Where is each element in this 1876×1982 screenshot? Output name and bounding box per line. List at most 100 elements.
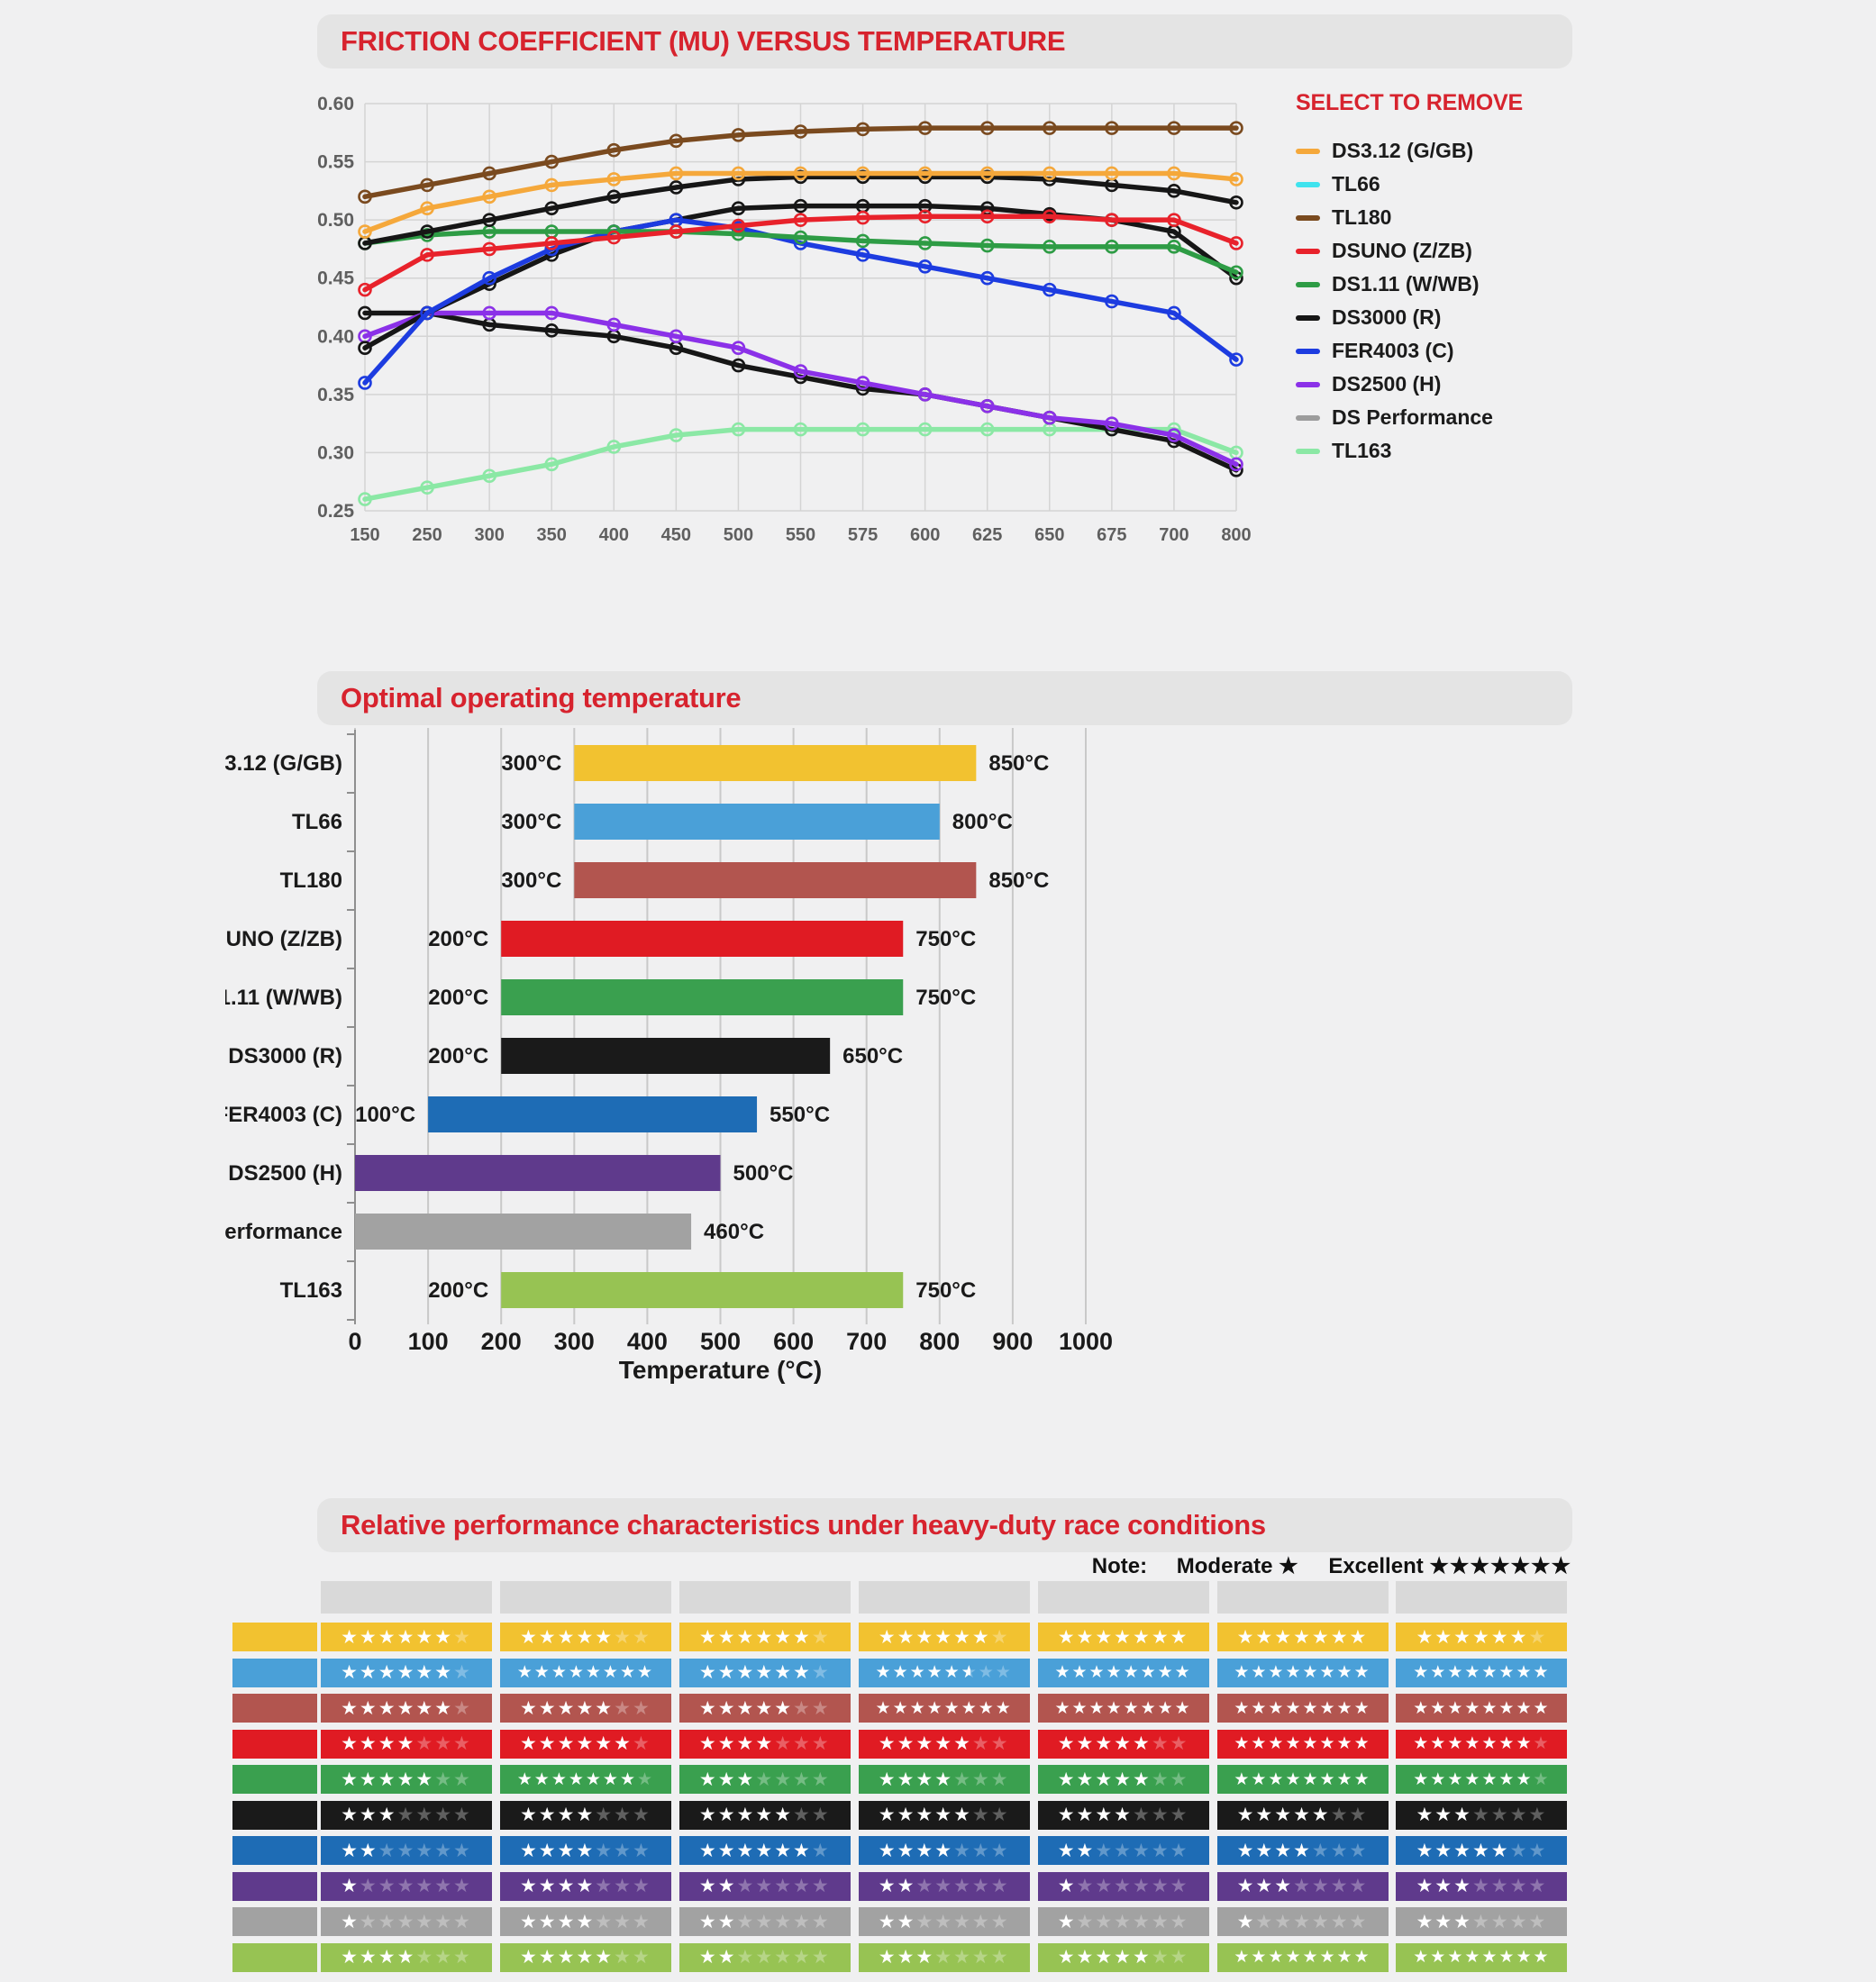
rating-cell-DS2500 (H)-Initial Bite: ★★ ★★★★★ (678, 1871, 851, 1901)
legend-item-FER4003 (C)[interactable]: FER4003 (C) (1296, 334, 1593, 368)
bar-end-value-label: 750°C (915, 986, 976, 1010)
bar-category-label: DS3.12 (G/GB) (225, 751, 342, 776)
stars-filled: ★★★★★★★ (1236, 1626, 1369, 1648)
legend-item-DS2500 (H)[interactable]: DS2500 (H) (1296, 368, 1593, 401)
rating-cell-TL163-Disc Life: ★★★★★ ★★ (499, 1942, 671, 1972)
legend-item-DS3.12 (G/GB)[interactable]: DS3.12 (G/GB) (1296, 134, 1593, 168)
series-line-DS2500 (H) (362, 310, 1239, 468)
bar-end-value-label: 850°C (988, 868, 1049, 893)
stars-filled: ★★★★★ (1416, 1840, 1510, 1861)
series-marker (606, 172, 622, 186)
rating-cell-DSUNO (Z/ZB)-Pad Life: ★★★★ ★★★ (321, 1729, 492, 1759)
legend-item-DSUNO (Z/ZB)[interactable]: DSUNO (Z/ZB) (1296, 234, 1593, 268)
series-marker (606, 142, 622, 158)
stars-filled: ★★★★★★★ (516, 1769, 637, 1789)
legend-item-DS1.11 (W/WB)[interactable]: DS1.11 (W/WB) (1296, 268, 1593, 301)
rating-cell-DS3000 (R)-Disc Life: ★★★★ ★★★ (499, 1800, 671, 1830)
stars-filled: ★★★★ (519, 1840, 596, 1861)
series-marker (1167, 240, 1181, 254)
legend-item-DS Performance[interactable]: DS Performance (1296, 401, 1593, 434)
rating-cell-DS3000 (R)-Pad Life: ★★★ ★★★★ (321, 1800, 492, 1830)
rating-cell-DS3000 (R)-Fade: ★★★★ ★★★ (1037, 1800, 1209, 1830)
series-marker (544, 323, 560, 338)
rating-cell-DS Performance-Pedal Feel (Travel): ★ ★★★★★★ (1216, 1907, 1389, 1936)
series-marker (606, 317, 622, 332)
stars-empty: ★★ (971, 1733, 1010, 1754)
rating-cell-DS2500 (H)-Fade: ★ ★★★★★★ (1037, 1871, 1209, 1901)
stars-filled: ★★★★★★★★ (516, 1663, 655, 1682)
rating-cell-DS Performance-Disc Life: ★★★★ ★★★ (499, 1907, 671, 1936)
legend-item-TL66[interactable]: TL66 (1296, 168, 1593, 201)
series-line-DS1.11 (W/WB) (362, 229, 1239, 276)
series-marker (1229, 457, 1243, 472)
rating-cell-FER4003 (C)-Average mu: ★★★★ ★★★ (858, 1836, 1030, 1865)
series-marker (358, 305, 372, 321)
stars-empty: ★★ (793, 1805, 831, 1825)
series-marker (1167, 428, 1181, 442)
note-prefix: Note: (1091, 1554, 1148, 1578)
stars-filled: ★★★★ (519, 1911, 596, 1932)
rating-cell-FER4003 (C)-Fade: ★★ ★★★★★ (1037, 1836, 1209, 1865)
legend-swatch-icon (1296, 448, 1320, 454)
rating-cell-TL163-Release: ★★★★★★★★ (1396, 1942, 1568, 1972)
legend-item-DS3000 (R)[interactable]: DS3000 (R) (1296, 301, 1593, 334)
row-label-TL163 (232, 1942, 317, 1972)
rating-cell-TL163-Pad Life: ★★★★ ★★★ (321, 1942, 492, 1972)
stars-filled: ★★★★★ (519, 1947, 615, 1968)
rating-cell-DS3.12 (G/GB)-Average mu: ★★★★★★ ★ (858, 1623, 1030, 1651)
rating-cell-DS1.11 (W/WB)-Pedal Feel (Travel): ★★★★★★★★ (1216, 1765, 1389, 1794)
rating-scale-note: Note: Moderate ★ Excellent ★★★★★★★ (317, 1553, 1571, 1579)
stars-empty: ★★ (978, 1663, 1013, 1682)
section-title-performance: Relative performance characteristics und… (317, 1498, 1572, 1552)
bar-end-value-label: 850°C (988, 751, 1049, 776)
row-label-DS3.12 (G/GB) (232, 1623, 317, 1651)
series-marker (855, 248, 870, 262)
x-axis-tick-label: 800 (1221, 525, 1251, 545)
series-marker (979, 121, 995, 135)
series-marker (731, 358, 746, 373)
stars-filled: ★★ (698, 1876, 737, 1896)
series-marker (1042, 209, 1057, 224)
x-axis-tick-label: 150 (350, 525, 379, 545)
rating-cell-FER4003 (C)-Disc Life: ★★★★ ★★★ (499, 1836, 671, 1865)
bar-start-value-label: 300°C (501, 751, 561, 776)
stars-filled: ★★★★★ (698, 1805, 794, 1825)
legend-item-label: TL163 (1332, 439, 1392, 462)
stars-filled: ★★★★ (519, 1876, 596, 1896)
y-axis-tick-label: 0.30 (317, 442, 354, 463)
series-marker (1167, 166, 1181, 181)
bar-DS3000 (R) (501, 1038, 831, 1074)
row-label-DS2500 (H) (232, 1871, 317, 1901)
x-axis-tick-label: 1000 (1059, 1328, 1113, 1355)
legend-item-TL180[interactable]: TL180 (1296, 201, 1593, 234)
x-axis-tick-label: 250 (412, 525, 442, 545)
x-axis-tick-label: 500 (724, 525, 753, 545)
x-axis-tick-label: 900 (992, 1328, 1033, 1355)
bar-category-label: TL66 (292, 810, 342, 834)
bar-end-value-label: 750°C (915, 927, 976, 951)
x-axis-tick-label: 650 (1034, 525, 1064, 545)
stars-filled: ★★★★★★ (341, 1697, 454, 1719)
stars-empty: ★ (811, 1626, 831, 1648)
stars-filled: ★★★★ (519, 1805, 596, 1825)
series-marker (420, 248, 434, 262)
rating-cell-DS1.11 (W/WB)-Initial Bite: ★★★ ★★★★ (678, 1765, 851, 1794)
bar-TL180 (574, 862, 977, 898)
stars-empty: ★★★★★★ (1076, 1911, 1189, 1932)
stars-filled: ★★★★★ (878, 1733, 972, 1754)
series-marker (606, 230, 622, 245)
x-axis-tick-label: 500 (700, 1328, 741, 1355)
rating-cell-DSUNO (Z/ZB)-Disc Life: ★★★★★★ ★ (499, 1729, 671, 1759)
bar-DS1.11 (W/WB) (501, 979, 904, 1015)
rating-cell-TL180-Pad Life: ★★★★★★ ★ (321, 1694, 492, 1723)
series-marker (1042, 282, 1057, 297)
legend-item-TL163[interactable]: TL163 (1296, 434, 1593, 468)
optimal-temperature-bar-chart: 0 100 200 300 400 500 600 700 800 900 1000 DS3.12 (… (225, 728, 1113, 1384)
section-title-operating-temp: Optimal operating temperature (317, 671, 1572, 725)
rating-cell-TL66-Pad Life: ★★★★★★ ★ (321, 1658, 492, 1687)
y-axis-tick-label: 0.55 (317, 152, 354, 173)
y-axis-tick-label: 0.45 (317, 268, 354, 289)
stars-filled: ★★ (878, 1876, 916, 1896)
series-marker (731, 128, 746, 142)
